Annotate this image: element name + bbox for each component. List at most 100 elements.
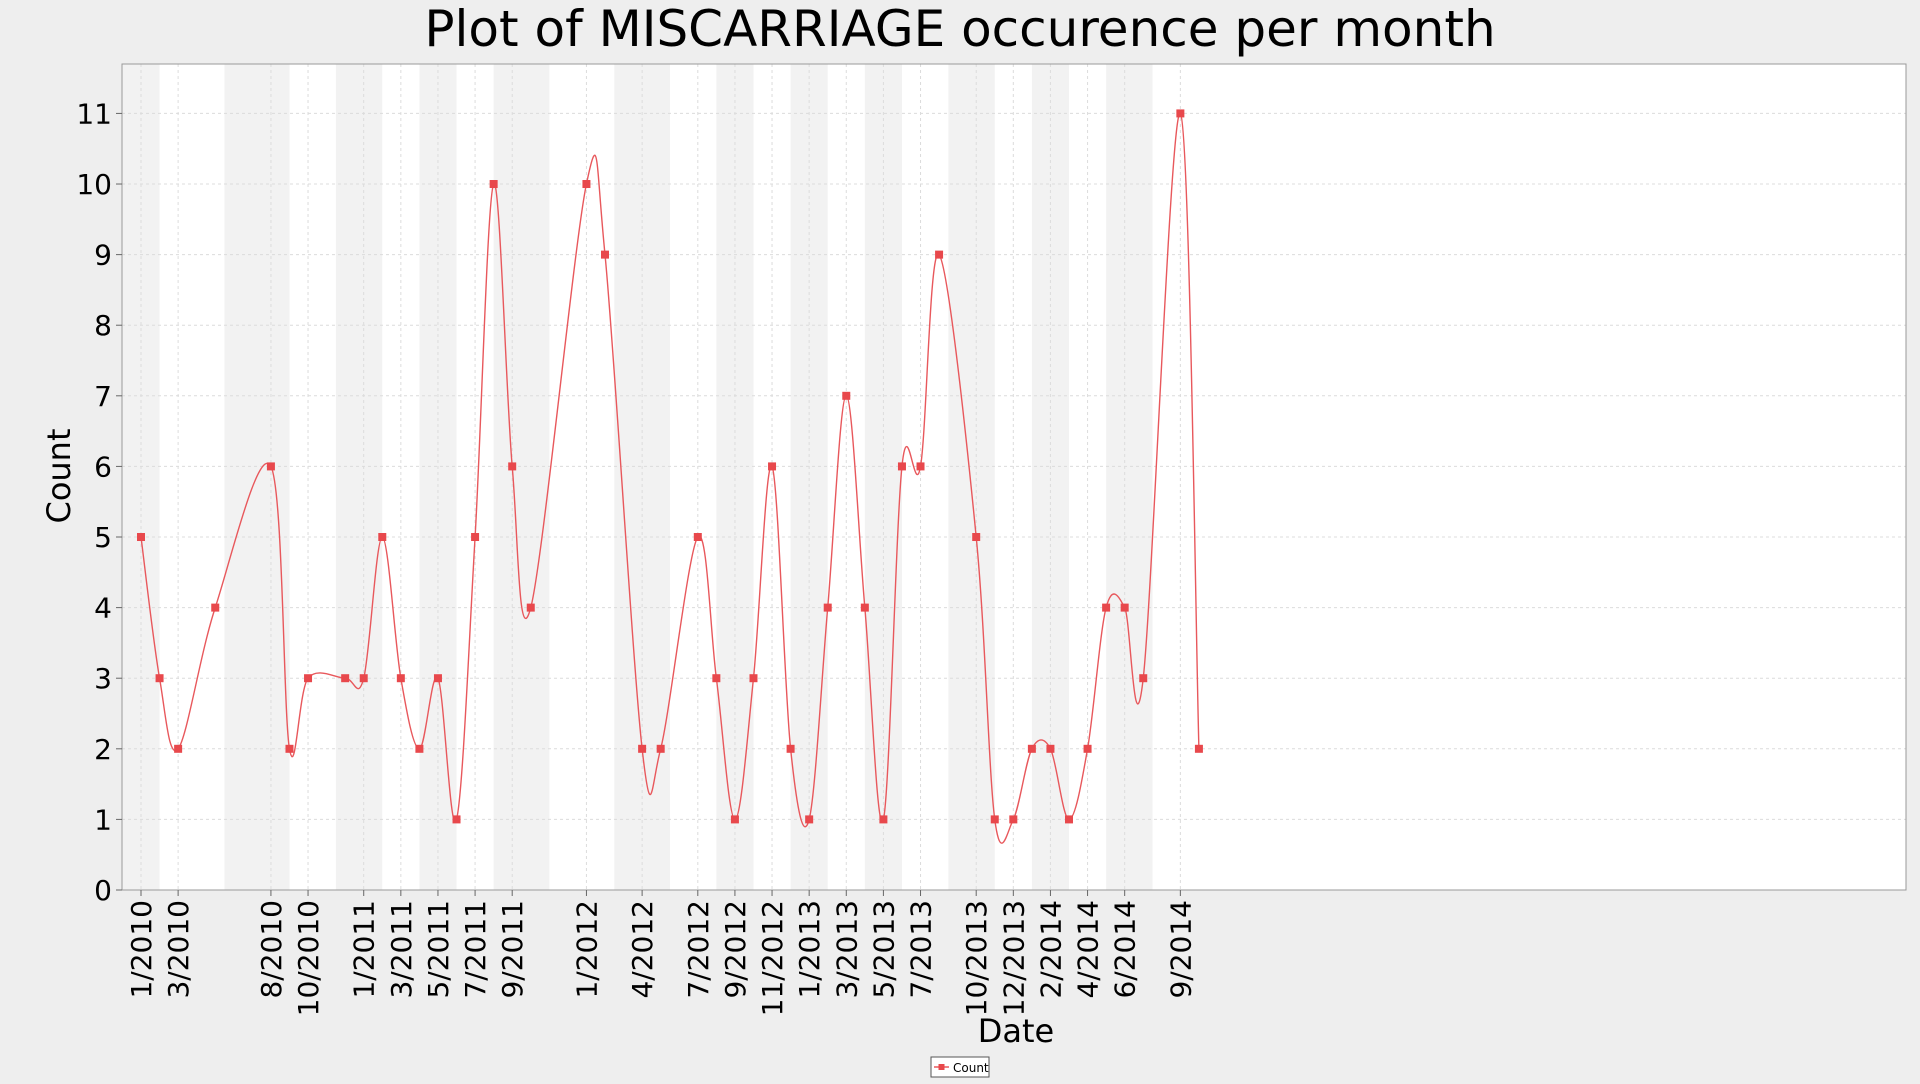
data-point-marker xyxy=(433,674,442,683)
y-tick-label: 5 xyxy=(94,521,112,554)
x-tick-label: 3/2013 xyxy=(830,900,863,999)
data-markers xyxy=(137,109,1203,824)
x-tick-label: 8/2010 xyxy=(255,900,288,999)
data-point-marker xyxy=(1102,603,1111,612)
y-tick-label: 7 xyxy=(94,380,112,413)
data-point-marker xyxy=(304,674,313,683)
background-band xyxy=(493,64,550,890)
y-tick-label: 6 xyxy=(94,450,112,483)
data-point-marker xyxy=(285,744,294,753)
background-band xyxy=(790,64,828,890)
x-axis: 1/2010 3/2010 8/2010 10/2010 1/2011 3/2011 5/2… xyxy=(125,890,1197,1016)
x-tick-label: 7/2013 xyxy=(905,900,938,999)
data-point-marker xyxy=(935,250,944,259)
data-point-marker xyxy=(137,533,145,542)
x-tick-label: 1/2011 xyxy=(348,900,381,999)
x-tick-label: 1/2012 xyxy=(570,900,603,999)
data-point-marker xyxy=(452,815,461,824)
data-point-marker xyxy=(990,815,999,824)
x-tick-label: 3/2010 xyxy=(162,900,195,999)
data-point-marker xyxy=(1194,744,1203,753)
background-band xyxy=(419,64,457,890)
x-tick-label: 4/2012 xyxy=(626,900,659,999)
data-point-marker xyxy=(638,744,647,753)
data-point-marker xyxy=(341,674,350,683)
plot-border xyxy=(121,63,1907,891)
y-axis-label: Count xyxy=(40,428,78,523)
data-point-marker xyxy=(1120,603,1129,612)
data-point-marker xyxy=(396,674,405,683)
data-point-marker xyxy=(582,180,591,189)
data-point-marker xyxy=(897,462,906,471)
data-point-marker xyxy=(823,603,832,612)
data-point-marker xyxy=(860,603,869,612)
data-point-marker xyxy=(712,674,721,683)
x-tick-label: 9/2012 xyxy=(719,900,752,999)
y-tick-label: 11 xyxy=(76,97,112,130)
data-point-marker xyxy=(1027,744,1036,753)
alternating-bands xyxy=(122,64,1153,890)
data-point-marker xyxy=(508,462,517,471)
y-axis: 0 1 2 3 4 5 6 7 8 9 10 11 xyxy=(76,97,122,907)
data-point-marker xyxy=(1083,744,1092,753)
data-point-marker xyxy=(768,462,777,471)
data-point-marker xyxy=(786,744,795,753)
background-band xyxy=(948,64,995,890)
legend: Count xyxy=(930,1056,990,1078)
x-tick-label: 7/2011 xyxy=(459,900,492,999)
x-tick-label: 9/2011 xyxy=(496,900,529,999)
data-point-marker xyxy=(415,744,424,753)
data-point-marker xyxy=(656,744,665,753)
y-tick-label: 2 xyxy=(94,733,112,766)
data-point-marker xyxy=(972,533,981,542)
data-point-marker xyxy=(879,815,888,824)
data-point-marker xyxy=(471,533,480,542)
x-tick-label: 7/2012 xyxy=(682,900,715,999)
data-point-marker xyxy=(526,603,535,612)
data-point-marker xyxy=(916,462,925,471)
y-tick-label: 8 xyxy=(94,309,112,342)
data-point-marker xyxy=(359,674,368,683)
y-tick-label: 3 xyxy=(94,662,112,695)
x-tick-label: 12/2013 xyxy=(997,900,1030,1016)
x-tick-label: 9/2014 xyxy=(1164,900,1197,999)
data-point-marker xyxy=(174,744,183,753)
data-point-marker xyxy=(266,462,275,471)
x-tick-label: 10/2010 xyxy=(292,900,325,1016)
legend-label: Count xyxy=(953,1061,989,1075)
background-band xyxy=(335,64,383,890)
y-tick-label: 0 xyxy=(94,874,112,907)
y-tick-label: 10 xyxy=(76,168,112,201)
x-tick-label: 1/2010 xyxy=(125,900,158,999)
data-point-marker xyxy=(489,180,498,189)
x-tick-label: 6/2014 xyxy=(1109,900,1142,999)
plot-area xyxy=(121,63,1907,891)
x-tick-label: 5/2011 xyxy=(422,900,455,999)
x-tick-label: 4/2014 xyxy=(1072,900,1105,999)
data-point-marker xyxy=(601,250,609,259)
data-point-marker xyxy=(155,674,164,683)
legend-box xyxy=(930,1056,990,1078)
x-tick-label: 2/2014 xyxy=(1034,900,1067,999)
data-point-marker xyxy=(1009,815,1018,824)
y-tick-label: 1 xyxy=(94,803,112,836)
plot-background xyxy=(122,64,1906,890)
data-point-marker xyxy=(749,674,758,683)
data-point-marker xyxy=(1139,674,1148,683)
x-tick-label: 3/2011 xyxy=(385,900,418,999)
x-tick-label: 5/2013 xyxy=(867,900,900,999)
data-point-marker xyxy=(1046,744,1055,753)
x-tick-label: 1/2013 xyxy=(793,900,826,999)
background-band xyxy=(1106,64,1153,890)
background-band xyxy=(122,64,160,890)
data-point-marker xyxy=(693,533,702,542)
data-point-marker xyxy=(1065,815,1073,824)
background-band xyxy=(864,64,902,890)
legend-marker-swatch xyxy=(938,1064,945,1070)
data-point-marker xyxy=(1176,109,1185,118)
y-tick-label: 9 xyxy=(94,239,112,272)
y-tick-label: 4 xyxy=(94,592,112,625)
x-axis-label: Date xyxy=(978,1012,1054,1050)
